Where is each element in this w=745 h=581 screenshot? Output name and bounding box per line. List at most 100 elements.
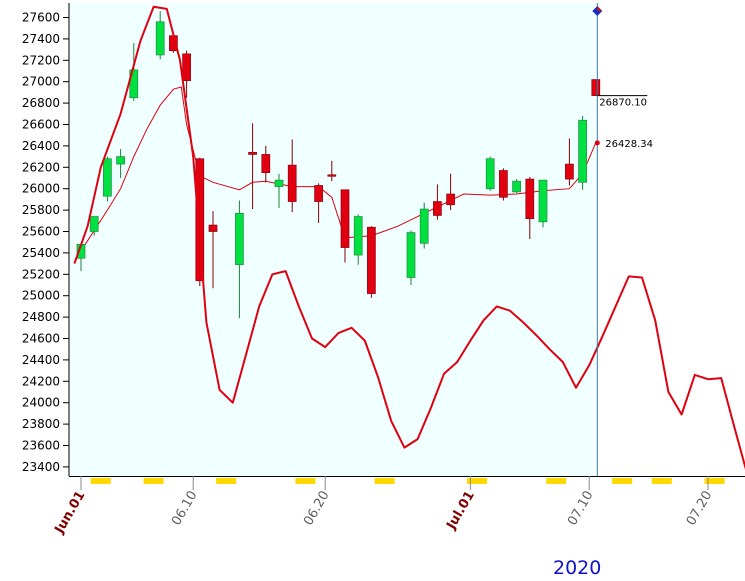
y-tick-label: 24800 bbox=[22, 310, 60, 324]
y-tick-label: 25200 bbox=[22, 267, 60, 281]
candle-body bbox=[538, 179, 548, 223]
weekend-markers bbox=[90, 478, 725, 484]
candle-body bbox=[248, 151, 257, 155]
candle bbox=[327, 160, 337, 182]
candle bbox=[578, 115, 587, 190]
candle bbox=[512, 179, 521, 193]
candle bbox=[433, 184, 442, 220]
candle-body bbox=[195, 158, 205, 282]
candle bbox=[155, 11, 165, 60]
y-tick-label: 25800 bbox=[22, 203, 60, 217]
candle bbox=[525, 176, 535, 239]
candle bbox=[182, 50, 191, 98]
candle-body bbox=[406, 232, 416, 278]
candle-body bbox=[578, 119, 587, 183]
y-tick-label: 26000 bbox=[22, 182, 60, 196]
candle bbox=[248, 123, 257, 210]
candle bbox=[89, 216, 99, 236]
close-readout: 26870.10 bbox=[599, 98, 647, 109]
y-tick-label: 25000 bbox=[22, 289, 60, 303]
candle-body bbox=[353, 216, 363, 256]
weekend-marker bbox=[90, 478, 111, 484]
y-tick-label: 26400 bbox=[22, 139, 60, 153]
candle-body bbox=[419, 208, 429, 244]
candle bbox=[195, 157, 205, 287]
candle bbox=[499, 168, 508, 201]
weekend-marker bbox=[295, 478, 316, 484]
candle bbox=[485, 156, 495, 191]
candle-body bbox=[367, 226, 376, 294]
candle-body bbox=[340, 189, 350, 248]
indicator-line bbox=[73, 5, 745, 470]
candle bbox=[129, 43, 139, 101]
candles bbox=[76, 11, 601, 319]
candle-body bbox=[116, 156, 125, 165]
candle-body bbox=[155, 21, 165, 56]
y-tick-label: 24600 bbox=[22, 332, 60, 346]
x-tick-label: Jun.01 bbox=[52, 489, 89, 538]
candle-body bbox=[261, 154, 271, 174]
year-label: 2020 bbox=[553, 557, 602, 579]
candle-body bbox=[327, 174, 337, 177]
candle bbox=[419, 202, 429, 249]
candle bbox=[314, 183, 323, 223]
x-tick-label: 06.10 bbox=[169, 489, 201, 529]
weekend-marker bbox=[374, 478, 395, 484]
indicator-polyline bbox=[73, 5, 745, 470]
y-tick-label: 24400 bbox=[22, 353, 60, 367]
candle-body bbox=[591, 79, 601, 96]
candle bbox=[446, 173, 455, 211]
candle-body bbox=[89, 216, 99, 232]
x-tick-label: 06.20 bbox=[301, 489, 333, 529]
candle-body bbox=[314, 185, 323, 202]
candle bbox=[538, 179, 548, 228]
candle bbox=[274, 173, 284, 208]
y-tick-label: 23800 bbox=[22, 417, 60, 431]
candle bbox=[406, 230, 416, 285]
candle-body bbox=[274, 179, 284, 187]
candle-body bbox=[287, 164, 297, 202]
x-tick-label: 07.10 bbox=[565, 489, 597, 529]
x-tick-label: 07.20 bbox=[684, 489, 716, 529]
candle-body bbox=[129, 69, 139, 99]
ma-readout: 26428.34 bbox=[605, 139, 653, 150]
cursor-marker-top-half bbox=[597, 6, 603, 11]
candle-body bbox=[208, 224, 218, 232]
y-tick-label: 26800 bbox=[22, 96, 60, 110]
weekend-marker bbox=[216, 478, 237, 484]
candle-body bbox=[525, 178, 535, 220]
cursor: 26870.10 26428.34 bbox=[592, 3, 653, 476]
candle-body bbox=[565, 163, 574, 180]
y-tick-label: 26200 bbox=[22, 160, 60, 174]
candle bbox=[591, 79, 601, 96]
weekend-marker bbox=[143, 478, 164, 484]
candle bbox=[103, 156, 112, 202]
y-tick-label: 27400 bbox=[22, 32, 60, 46]
y-axis: 27600 27400 27200 27000 26800 26600 26400 26200… bbox=[22, 11, 69, 474]
candle bbox=[353, 214, 363, 265]
candle bbox=[208, 211, 218, 289]
candle bbox=[261, 145, 271, 183]
candle-body bbox=[103, 158, 112, 197]
ma-readout-dot bbox=[594, 140, 600, 146]
y-tick-label: 25400 bbox=[22, 246, 60, 260]
y-tick-label: 27000 bbox=[22, 75, 60, 89]
y-tick-label: 23600 bbox=[22, 439, 60, 453]
weekend-marker bbox=[546, 478, 567, 484]
weekend-marker bbox=[467, 478, 487, 484]
candle-body bbox=[446, 193, 455, 206]
weekend-marker bbox=[612, 478, 633, 484]
candle-body bbox=[182, 53, 191, 81]
y-tick-label: 27600 bbox=[22, 11, 60, 25]
candle-body bbox=[485, 158, 495, 190]
y-tick-label: 24200 bbox=[22, 374, 60, 388]
candle bbox=[116, 149, 125, 178]
candle bbox=[235, 200, 244, 319]
y-tick-label: 24000 bbox=[22, 396, 60, 410]
candle-body bbox=[499, 170, 508, 198]
candle bbox=[340, 189, 350, 263]
candle-body bbox=[433, 201, 442, 216]
weekend-marker bbox=[704, 478, 725, 484]
x-axis-labels: Jun.01 06.10 06.20 Jul.01 07.10 07.20 bbox=[52, 476, 716, 538]
